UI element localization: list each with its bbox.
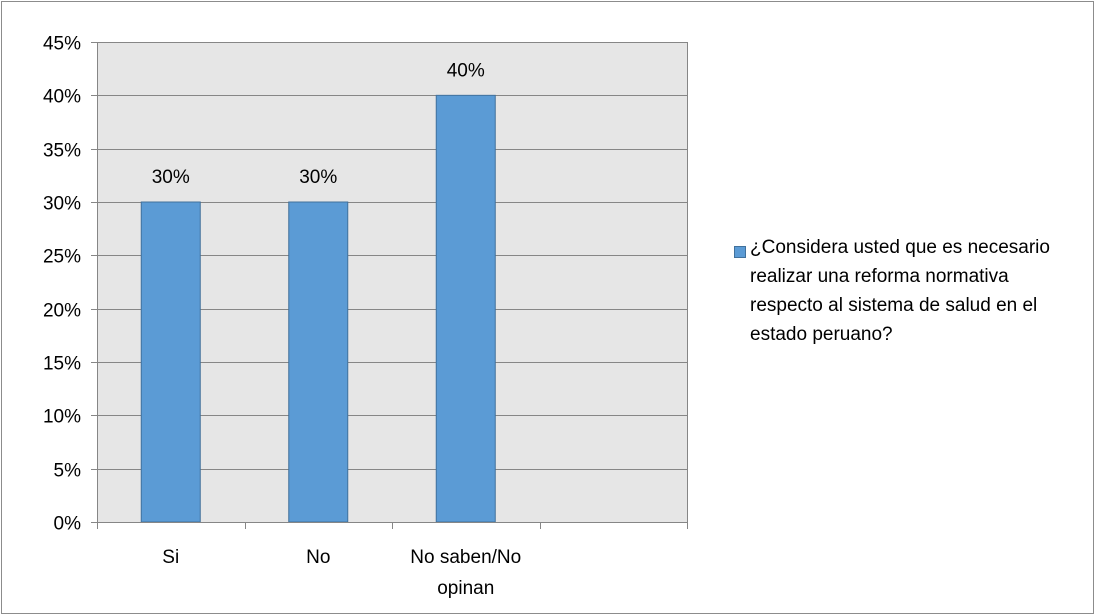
y-tick-label: 5% [54, 461, 82, 482]
y-tick-label: 25% [43, 247, 81, 268]
data-label: 30% [299, 167, 337, 188]
y-tick-label: 40% [43, 87, 81, 108]
y-tick-label: 0% [54, 514, 82, 535]
y-tick-label: 30% [43, 194, 81, 215]
legend-label: ¿Considera usted que es necesario realiz… [750, 237, 1050, 345]
x-tick-label: No [306, 547, 330, 568]
bars [140, 94, 496, 523]
x-tick-label: No saben/No opinan [410, 547, 521, 599]
y-tick-label: 15% [43, 354, 81, 375]
y-tick-label: 10% [43, 407, 81, 428]
bar [435, 94, 496, 523]
legend-swatch [734, 246, 746, 258]
x-tick-label: Si [162, 547, 179, 568]
bar [288, 201, 349, 523]
y-tick-label: 20% [43, 301, 81, 322]
data-label: 30% [152, 167, 190, 188]
data-label: 40% [447, 60, 485, 81]
y-tick-label: 45% [43, 34, 81, 55]
y-tick-label: 35% [43, 141, 81, 162]
labels: 0% 5% 10% 15% 20% 25% 30% 35% 40% 45% 30% Si 30% No 40… [43, 34, 521, 600]
axes [91, 42, 688, 529]
bar [140, 201, 201, 523]
